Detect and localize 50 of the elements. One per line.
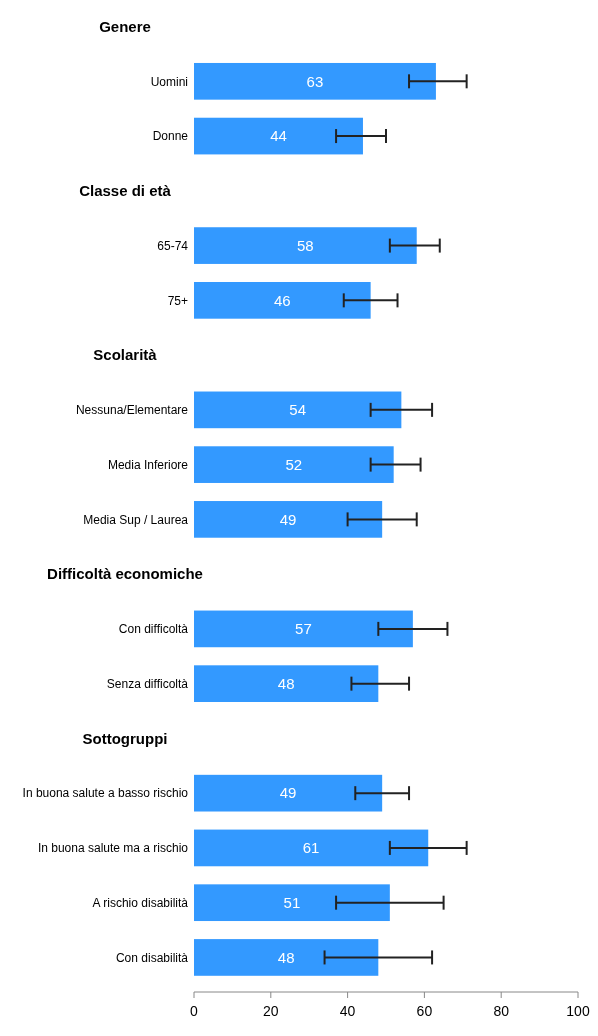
- y-tick-label: Media Sup / Laurea: [83, 512, 189, 527]
- text: Classe di età: [79, 182, 172, 200]
- text: Scolarità: [93, 346, 158, 364]
- bar: [194, 501, 383, 538]
- bar: [194, 610, 413, 648]
- bar: [194, 446, 394, 483]
- y-tick-label: In buona salute ma a rischio: [37, 841, 189, 856]
- bar: [194, 282, 371, 319]
- bar: [194, 227, 417, 264]
- data-label: 63: [306, 72, 324, 90]
- bar: [194, 884, 390, 922]
- y-tick-label: A rischio disabilità: [92, 895, 189, 910]
- data-label: 57: [295, 620, 312, 638]
- text: Genere: [99, 17, 151, 35]
- data-label: 58: [297, 236, 314, 254]
- x-tick-label: 60: [416, 1003, 433, 1019]
- bar: [194, 774, 383, 812]
- data-label: 48: [277, 674, 295, 692]
- y-tick-label: In buona salute a basso rischio: [22, 786, 189, 801]
- data-label: 48: [277, 948, 295, 966]
- y-tick-label: Uomini: [150, 74, 188, 89]
- bar: [194, 391, 402, 429]
- x-tick-label: 20: [263, 1003, 279, 1019]
- data-label: 61: [302, 839, 320, 857]
- bar: [194, 939, 379, 976]
- data-label: 54: [289, 401, 307, 419]
- y-tick-label: 65-74: [157, 238, 189, 253]
- data-label: 51: [283, 893, 301, 911]
- data-label: 49: [279, 510, 297, 528]
- data-label: 46: [273, 291, 291, 309]
- x-tick-label: 40: [339, 1003, 356, 1019]
- x-tick-label: 0: [190, 1003, 199, 1019]
- data-label: 52: [285, 455, 303, 473]
- bar: [194, 117, 363, 155]
- y-tick-label: Nessuna/Elementare: [75, 403, 189, 418]
- y-tick-label: Media Inferiore: [107, 457, 189, 472]
- text: Sottogruppi: [82, 729, 168, 747]
- annotation: Difficoltà economiche: [47, 565, 203, 583]
- data-label: 44: [270, 127, 287, 145]
- y-tick-label: Donne: [152, 129, 189, 144]
- bar: [194, 829, 429, 867]
- x-tick-label: 100: [566, 1003, 590, 1019]
- bar: [194, 62, 436, 100]
- y-tick-label: 75+: [167, 293, 188, 308]
- y-tick-label: Con disabilità: [115, 950, 189, 965]
- y-tick-label: Senza difficoltà: [106, 676, 189, 691]
- data-label: 49: [279, 784, 297, 802]
- y-tick-label: Con difficoltà: [118, 622, 189, 637]
- bar: [194, 665, 379, 702]
- x-tick-label: 80: [493, 1003, 510, 1019]
